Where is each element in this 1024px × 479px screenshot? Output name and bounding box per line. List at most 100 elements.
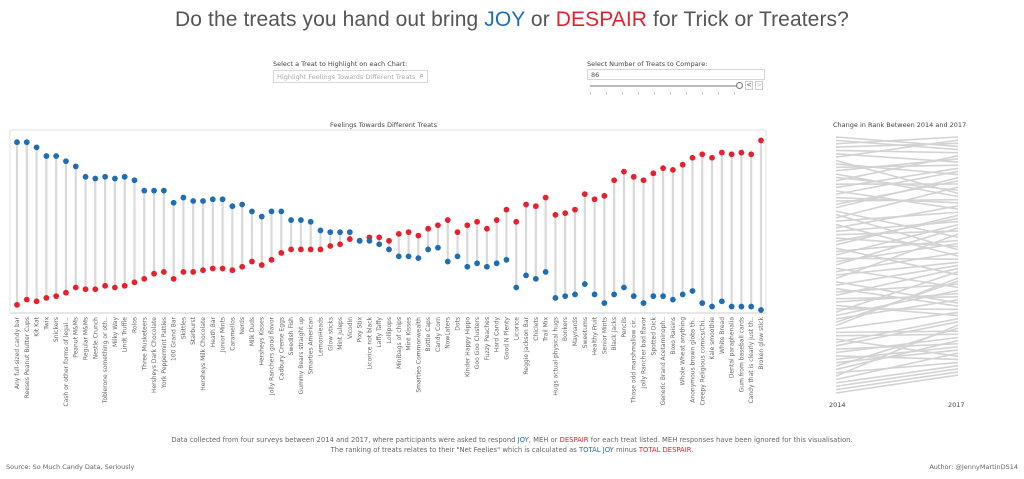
slope-line: [835, 252, 959, 273]
slope-line: [835, 164, 959, 169]
footnote-text: minus: [613, 446, 639, 454]
x-tick-label: Glow sticks: [327, 317, 334, 351]
x-tick-label: Hard Candy: [494, 317, 501, 353]
x-tick-label: Nerds: [239, 317, 246, 334]
slope-x-label-2017: 2017: [948, 401, 965, 409]
joy-point: [376, 241, 383, 248]
slope-line: [835, 220, 959, 233]
x-tick-label: NowLaters: [445, 317, 452, 349]
x-tick-label: Mint Juleps: [337, 317, 344, 350]
slope-line: [835, 205, 959, 229]
slope-line: [835, 289, 959, 317]
despair-point: [679, 161, 686, 168]
despair-point: [53, 293, 60, 300]
joy-point: [337, 229, 343, 236]
slope-line: [835, 139, 959, 159]
joy-point: [532, 275, 539, 282]
slider-tick: [702, 92, 703, 95]
slope-line: [835, 223, 959, 256]
slope-line: [835, 155, 959, 182]
x-tick-label: Boxo Raisins: [670, 317, 677, 355]
search-icon[interactable]: ⌕: [419, 71, 424, 80]
slope-line: [835, 214, 959, 246]
despair-point: [307, 246, 314, 253]
despair-point: [102, 282, 109, 289]
despair-point: [474, 218, 481, 225]
despair-point: [63, 289, 69, 296]
x-tick-label: Senior Mints: [601, 317, 608, 354]
joy-point: [464, 263, 471, 270]
joy-point: [669, 296, 676, 303]
footnote-total-despair: TOTAL DESPAIR: [638, 446, 692, 454]
despair-point: [249, 258, 255, 265]
slope-line: [835, 304, 959, 317]
x-tick-label: Gum from baseball cards: [738, 317, 745, 392]
joy-point: [317, 227, 324, 234]
slope-line: [835, 324, 959, 377]
despair-point: [297, 246, 304, 253]
despair-point: [425, 225, 432, 232]
despair-point: [630, 173, 637, 180]
x-tick-label: Smarties American: [308, 317, 315, 374]
joy-point: [219, 196, 226, 203]
source-text: Source: So Much Candy Data, Seriously: [6, 463, 135, 471]
slider-tick: [638, 92, 639, 95]
joy-point: [356, 237, 363, 244]
x-tick-label: Mint Kisses: [406, 317, 413, 351]
joy-point: [121, 173, 128, 180]
slider-thumb[interactable]: [736, 81, 743, 89]
x-tick-label: Healthy Fruit: [592, 316, 599, 355]
slope-line: [835, 361, 959, 374]
slope-line: [835, 352, 959, 381]
slope-line: [835, 210, 959, 239]
slider-tick: [686, 92, 687, 95]
despair-point: [278, 250, 285, 256]
slope-line: [835, 170, 959, 196]
joy-point: [542, 269, 549, 275]
x-tick-label: Black Jacks: [611, 317, 618, 351]
x-tick-label: Hersheys Dark Chocolate: [151, 317, 158, 393]
despair-point: [131, 279, 138, 286]
x-tick-label: Hugs actual physical hugs: [552, 317, 559, 396]
title-despair: DESPAIR: [555, 8, 648, 31]
despair-point: [121, 282, 128, 289]
slope-chart-title: Change in Rank Between 2014 and 2017: [833, 121, 967, 129]
slope-line: [835, 136, 959, 148]
joy-point: [679, 291, 686, 298]
joy-point: [72, 163, 79, 170]
treat-count-slider[interactable]: [590, 85, 738, 87]
treat-count-input[interactable]: 86: [587, 69, 765, 80]
x-tick-label: Laffy Taffy: [376, 317, 383, 348]
joy-point: [493, 260, 500, 267]
footnote-text: ,: [528, 436, 534, 444]
despair-point: [72, 284, 79, 291]
title-text: or: [524, 8, 556, 31]
footnote-despair: DESPAIR: [559, 436, 589, 444]
joy-point: [190, 198, 197, 204]
despair-point: [111, 284, 118, 291]
x-tick-label: Heath Bar: [210, 316, 217, 347]
despair-point: [160, 269, 167, 275]
joy-point: [346, 229, 353, 236]
slider-tick: [622, 92, 623, 95]
highlight-search-input[interactable]: Highlight Feelings Towards Different Tre…: [273, 70, 428, 83]
joy-point: [748, 303, 755, 310]
slope-line: [835, 176, 959, 209]
x-tick-label: Good N Plenty: [503, 317, 510, 360]
x-tick-label: Cash or other forms of legal ..: [63, 317, 70, 407]
count-label: Select Number of Treats to Compare:: [587, 60, 708, 68]
highlight-placeholder: Highlight Feelings Towards Different Tre…: [277, 73, 416, 81]
joy-point: [601, 300, 608, 306]
x-tick-label: Reggie Jackson Bar: [523, 316, 530, 374]
footnote-total-joy: TOTAL JOY: [578, 446, 614, 454]
x-tick-label: Whole Wheat anything: [680, 317, 687, 386]
despair-point: [738, 149, 745, 156]
prev-button[interactable]: <: [745, 81, 753, 90]
despair-point: [542, 194, 549, 201]
next-button[interactable]: >: [755, 81, 763, 90]
joy-point: [278, 208, 285, 215]
slider-tick: [718, 92, 719, 95]
slope-line: [835, 346, 959, 361]
footnote-text: or: [548, 436, 560, 444]
x-tick-label: Peanut M&Ms: [73, 317, 80, 358]
